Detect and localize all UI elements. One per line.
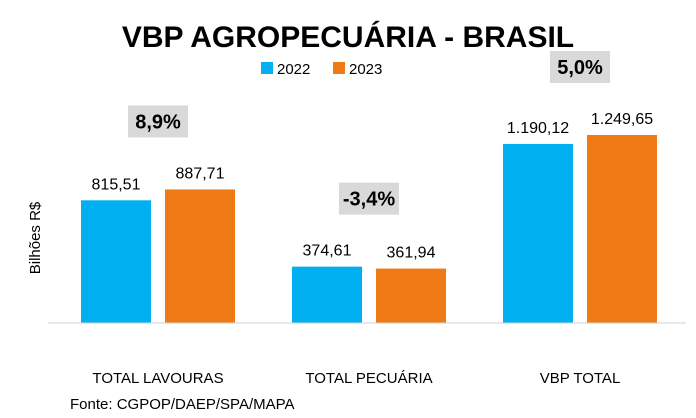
category-label-total-pecuaria: TOTAL PECUÁRIA [305,370,432,387]
bar-total-pecuaria-2022 [292,266,362,323]
legend: 2022 2023 [261,61,382,78]
change-label-vbp-total: 5,0% [557,57,603,79]
category-label-total-lavouras: TOTAL LAVOURAS [92,370,223,387]
data-label-total-lavouras-2022: 815,51 [92,176,141,193]
change-badge-total-lavouras [128,105,188,138]
bar-vbp-total-2023 [587,135,657,323]
change-badge-total-pecuaria [339,182,399,215]
source-note: Fonte: CGPOP/DAEP/SPA/MAPA [70,396,295,413]
change-label-total-lavouras: 8,9% [135,111,181,133]
change-badge-vbp-total [550,51,610,83]
bar-total-lavouras-2023 [165,189,235,323]
legend-label-2023: 2023 [349,61,382,78]
data-label-total-lavouras-2023: 887,71 [176,165,225,182]
legend-swatch-2023 [333,62,345,74]
bar-total-pecuaria-2023 [376,268,446,323]
data-label-total-pecuaria-2022: 374,61 [303,243,352,260]
bar-vbp-total-2022 [503,143,573,323]
change-label-total-pecuaria: -3,4% [343,189,395,211]
legend-label-2022: 2022 [277,61,310,78]
y-axis-label: Bilhões R$ [27,201,44,274]
data-label-vbp-total-2023: 1.249,65 [591,111,653,128]
bars-group: 815,51 887,71 TOTAL LAVOURAS 8,9% 374,61 361,… [81,51,657,387]
data-label-total-pecuaria-2023: 361,94 [387,245,436,262]
legend-swatch-2022 [261,62,273,74]
category-label-vbp-total: VBP TOTAL [540,370,621,387]
bar-total-lavouras-2022 [81,200,151,323]
chart-title: VBP AGROPECUÁRIA - BRASIL [122,20,574,54]
data-label-vbp-total-2022: 1.190,12 [507,120,569,137]
